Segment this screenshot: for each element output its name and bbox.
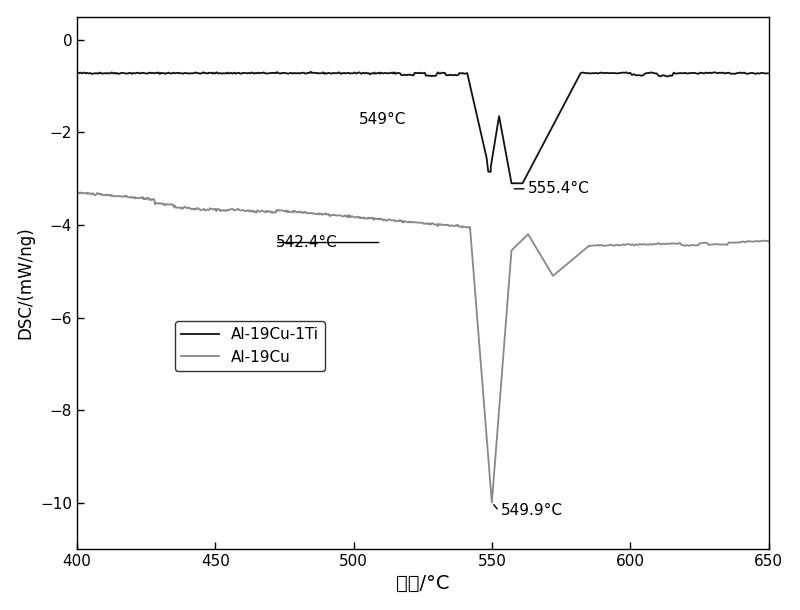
Al-19Cu: [72, 188, 82, 195]
Al-19Cu: [536, 252, 546, 259]
Al-19Cu: [487, 499, 497, 506]
Al-19Cu-1Ti: [506, 179, 516, 187]
Al-19Cu: [138, 193, 147, 201]
Al-19Cu-1Ti: [306, 68, 315, 76]
Al-19Cu-1Ti: [486, 159, 496, 167]
Text: 549.9°C: 549.9°C: [501, 503, 562, 518]
Al-19Cu-1Ti: [499, 140, 509, 148]
Al-19Cu-1Ti: [503, 161, 513, 168]
Al-19Cu: [764, 238, 774, 245]
Al-19Cu-1Ti: [434, 69, 443, 76]
Al-19Cu: [222, 206, 231, 213]
Line: Al-19Cu-1Ti: Al-19Cu-1Ti: [77, 72, 769, 183]
Al-19Cu-1Ti: [764, 70, 774, 77]
Y-axis label: DSC/(mW/ng): DSC/(mW/ng): [17, 226, 34, 339]
Al-19Cu-1Ti: [266, 70, 275, 77]
Text: 542.4°C: 542.4°C: [276, 235, 338, 250]
Text: 549°C: 549°C: [359, 112, 406, 127]
Al-19Cu: [113, 193, 122, 200]
X-axis label: 温度/°C: 温度/°C: [396, 575, 450, 594]
Al-19Cu-1Ti: [72, 70, 82, 77]
Al-19Cu: [328, 211, 338, 218]
Al-19Cu: [283, 207, 293, 215]
Al-19Cu-1Ti: [538, 140, 548, 148]
Text: 555.4°C: 555.4°C: [528, 181, 590, 196]
Line: Al-19Cu: Al-19Cu: [77, 192, 769, 503]
Legend: Al-19Cu-1Ti, Al-19Cu: Al-19Cu-1Ti, Al-19Cu: [174, 321, 326, 371]
